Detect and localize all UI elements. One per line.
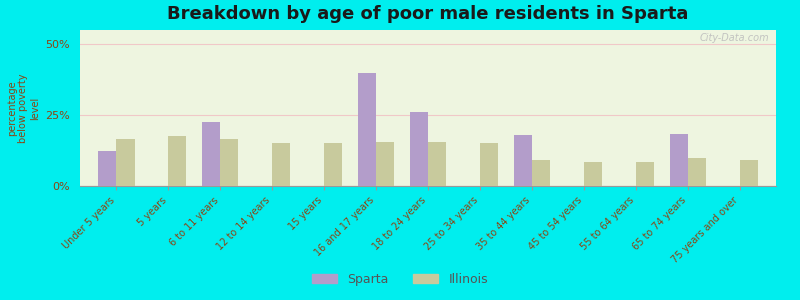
Bar bbox=[116, 139, 134, 186]
Bar bbox=[670, 134, 688, 186]
Bar bbox=[98, 151, 116, 186]
Bar bbox=[532, 160, 550, 186]
Bar bbox=[514, 135, 532, 186]
Bar bbox=[688, 158, 706, 186]
Bar bbox=[740, 160, 758, 186]
Bar bbox=[358, 73, 376, 186]
Legend: Sparta, Illinois: Sparta, Illinois bbox=[307, 268, 493, 291]
Y-axis label: percentage
below poverty
level: percentage below poverty level bbox=[6, 73, 40, 143]
Text: City-Data.com: City-Data.com bbox=[699, 33, 769, 43]
Bar bbox=[636, 162, 654, 186]
Bar bbox=[168, 136, 186, 186]
Bar bbox=[480, 143, 498, 186]
Bar bbox=[202, 122, 220, 186]
Bar bbox=[220, 139, 238, 186]
Bar bbox=[428, 142, 446, 186]
Bar bbox=[584, 162, 602, 186]
Title: Breakdown by age of poor male residents in Sparta: Breakdown by age of poor male residents … bbox=[167, 5, 689, 23]
Bar bbox=[376, 142, 394, 186]
Bar bbox=[410, 112, 428, 186]
Bar bbox=[324, 143, 342, 186]
Bar bbox=[272, 143, 290, 186]
